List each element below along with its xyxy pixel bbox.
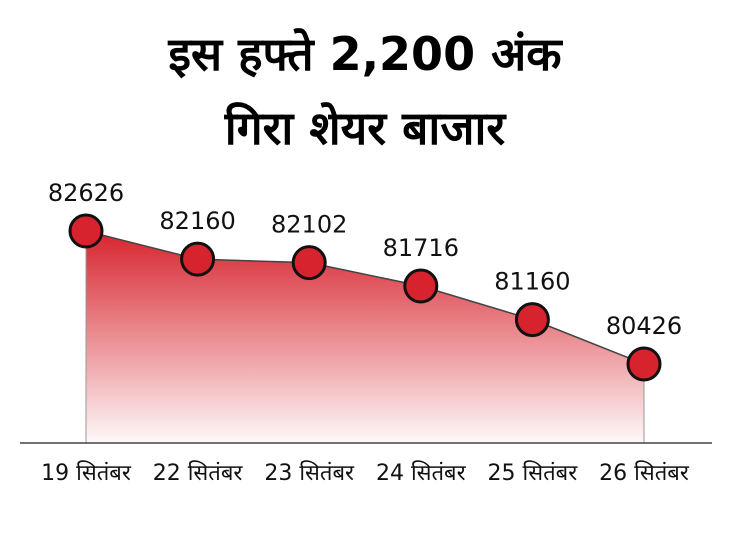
x-tick-label: 23 सितंबर bbox=[264, 461, 355, 486]
line bbox=[85, 230, 645, 365]
chart-title: गिरा शेयर बाजार bbox=[224, 101, 506, 155]
point bbox=[180, 241, 216, 277]
area bbox=[85, 230, 645, 444]
point bbox=[403, 268, 439, 304]
x-tick-label: 24 सितंबर bbox=[375, 461, 466, 486]
x-tick-label: 26 सितंबर bbox=[599, 461, 689, 486]
point bbox=[626, 346, 662, 382]
value-label: 82102 bbox=[271, 211, 347, 239]
value-label: 80426 bbox=[606, 312, 682, 340]
point bbox=[291, 245, 327, 281]
point bbox=[514, 302, 550, 338]
x-tick-label: 22 सितंबर bbox=[152, 461, 243, 486]
x-tick-label: 25 सितंबर bbox=[487, 461, 578, 486]
value-label: 82160 bbox=[159, 207, 235, 235]
x-tick-label: 19 सितंबर bbox=[41, 461, 131, 486]
value-label: 82626 bbox=[48, 179, 124, 207]
chart-title: इस हफ्ते 2,200 अंक bbox=[168, 27, 562, 81]
value-label: 81716 bbox=[383, 234, 459, 262]
value-label: 81160 bbox=[494, 268, 570, 296]
point bbox=[68, 213, 104, 249]
